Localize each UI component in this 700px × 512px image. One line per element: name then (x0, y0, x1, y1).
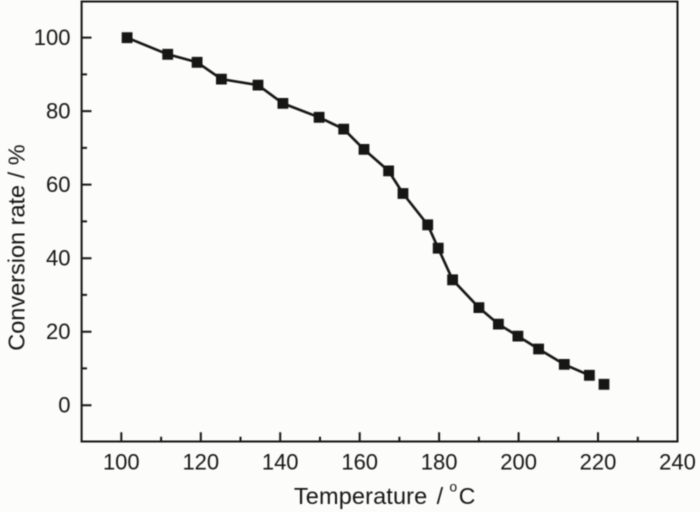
svg-text:Temperature: Temperature (294, 483, 427, 509)
svg-text:160: 160 (341, 449, 378, 474)
svg-text:100: 100 (103, 449, 140, 474)
svg-text:180: 180 (421, 449, 458, 474)
svg-text:40: 40 (46, 246, 70, 271)
svg-text:240: 240 (659, 449, 696, 474)
svg-text:60: 60 (46, 172, 70, 197)
svg-text:100: 100 (34, 25, 71, 50)
svg-text:80: 80 (46, 99, 70, 124)
svg-text:0: 0 (58, 393, 70, 418)
svg-text:C: C (459, 483, 476, 509)
svg-text:200: 200 (500, 449, 537, 474)
svg-text:220: 220 (580, 449, 617, 474)
svg-text:o: o (449, 478, 457, 494)
svg-text:20: 20 (46, 319, 70, 344)
svg-text:120: 120 (182, 449, 219, 474)
svg-text:/: / (437, 483, 444, 509)
svg-text:140: 140 (262, 449, 299, 474)
svg-text:Conversion rate / %: Conversion rate / % (4, 144, 30, 350)
